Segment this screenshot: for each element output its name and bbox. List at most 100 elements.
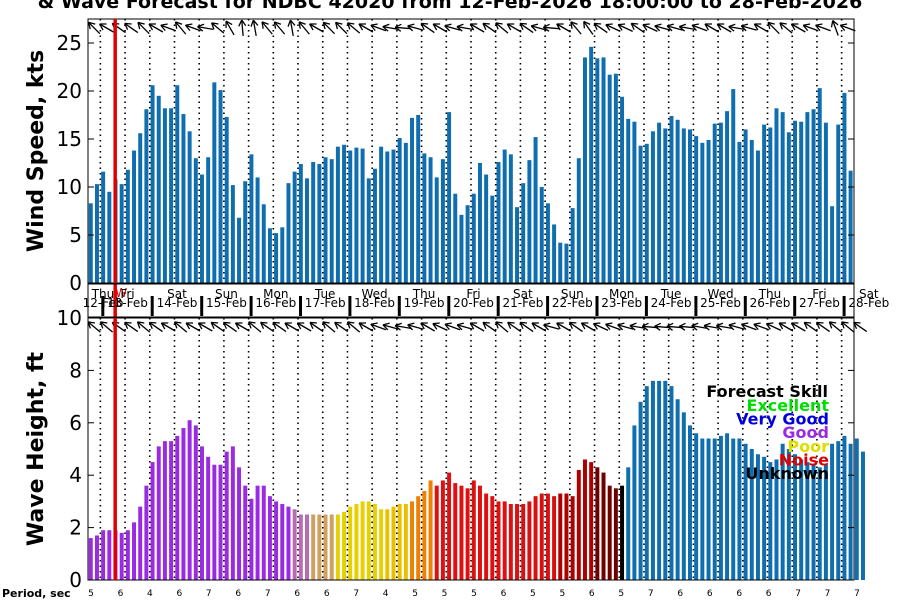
wind-bar [706,139,711,283]
wind-direction-arrow [87,21,101,35]
wind-bar [237,217,242,283]
wind-y-tick-label: 0 [69,271,82,295]
wave-bar [162,441,167,580]
wave-bar [762,456,767,580]
wind-bar [533,137,538,283]
day-label-band: WThu12-FebFri13-FebSat14-FebSun15-FebMon… [83,283,889,318]
wave-direction-arrow [272,321,287,333]
wave-bar [311,514,316,580]
wind-bar [218,90,223,283]
wave-bar [249,498,254,580]
day-date-label: 21-Feb [502,296,543,310]
wind-bar [391,149,396,283]
wave-y-tick-label: 8 [69,358,82,382]
wave-bar [539,493,544,580]
wave-direction-arrow [420,322,436,332]
wave-bar [712,438,717,580]
day-name-label: Sun [561,287,584,301]
wave-bar [848,443,853,580]
wave-y-tick-label: 2 [69,516,82,540]
wave-direction-arrow [234,322,250,332]
wave-bar [305,514,309,580]
wave-direction-arrow [185,322,201,332]
wind-bar [366,178,371,283]
legend-title: Forecast Skill [706,382,828,401]
wind-bar [830,206,835,283]
wave-bar [793,454,798,580]
wave-bar [595,467,600,580]
wave-direction-arrow [99,321,114,333]
wind-direction-arrow [334,21,348,35]
wind-bar [842,92,847,283]
wind-bar [280,227,285,283]
wave-bar [632,425,637,580]
wave-bar [237,467,242,580]
wind-bar [502,149,507,283]
wave-bar [570,496,575,580]
wind-bar [743,129,748,283]
wave-bar [743,443,748,580]
wave-bar [261,485,266,580]
wave-direction-arrow [728,322,745,331]
wave-bar [292,509,297,580]
wind-bar [490,195,495,283]
wind-bar [428,157,433,283]
period-row: Period, sec 5 6 4 6 7 6 7 6 6 7 4 5 5 5 6 5 5 6 5 7 6 6 6 6 7 7 7 [2,587,860,600]
wind-bar [212,82,217,283]
wind-direction-arrow [432,23,448,33]
wind-y-tick-label: 5 [69,223,82,247]
wind-bar [379,146,384,283]
wind-bar [317,163,322,283]
wind-bar [632,121,637,283]
wave-bar [422,490,427,580]
wave-bar [558,493,563,580]
wave-bar [329,514,334,580]
legend-item-noise: Noise [779,450,829,469]
wave-bar [552,496,557,580]
wave-bar [459,485,464,580]
wind-direction-arrow [593,22,608,34]
wind-direction-arrow [185,23,201,32]
period-value: 4 [147,589,153,599]
wind-bar [848,170,853,283]
wind-direction-arrow [654,23,671,32]
day-date-label: 26-Feb [750,296,791,310]
day-name-label: Wed [708,287,734,301]
wave-bar [199,446,204,580]
wind-bar [607,74,612,284]
wind-bar [626,118,631,283]
wave-bar [447,472,452,580]
wave-bar [175,435,180,580]
wind-bar [799,121,804,283]
wind-bar [150,85,155,284]
wave-bar [218,464,223,580]
wave-plot-frame [87,317,855,581]
day-date-label: 14-Feb [157,296,198,310]
period-value: 5 [442,589,448,599]
wind-bar [755,150,760,283]
day-date-label: 20-Feb [453,296,494,310]
wave-bar [354,504,359,580]
wave-bar [224,451,229,580]
wave-bar [644,386,649,580]
wind-bar [206,157,211,283]
legend-item-poor: Poor [787,437,829,456]
wave-bar [360,501,365,580]
period-value: 6 [736,589,742,599]
wind-bar [644,143,649,283]
day-name-label: Sun [215,287,238,301]
wave-y-tick-label: 0 [69,568,82,592]
day-name-label: Fri [812,287,826,301]
wave-y-tick-label: 6 [69,411,82,435]
wave-bar [280,504,285,580]
wind-bar [329,159,334,283]
wind-bar [175,85,180,284]
wave-bar [230,446,235,580]
wave-direction-arrow [765,322,782,331]
wind-bar [459,214,464,283]
wind-bar [477,163,482,283]
wind-bar [144,109,149,284]
wave-bar [700,438,705,580]
wind-bar [774,108,779,283]
figure-title: & Wave Forecast for NDBC 42020 from 12-F… [38,0,863,13]
